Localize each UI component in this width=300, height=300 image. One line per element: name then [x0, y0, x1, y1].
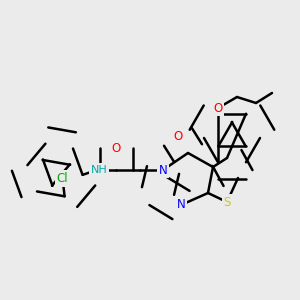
Text: Cl: Cl [57, 172, 68, 185]
Text: O: O [111, 142, 121, 154]
Text: O: O [213, 101, 223, 115]
Text: H: H [93, 165, 101, 175]
Text: N: N [159, 164, 167, 176]
Text: NH: NH [91, 165, 107, 175]
Text: O: O [173, 130, 183, 143]
Text: S: S [223, 196, 231, 208]
Text: N: N [177, 199, 185, 212]
